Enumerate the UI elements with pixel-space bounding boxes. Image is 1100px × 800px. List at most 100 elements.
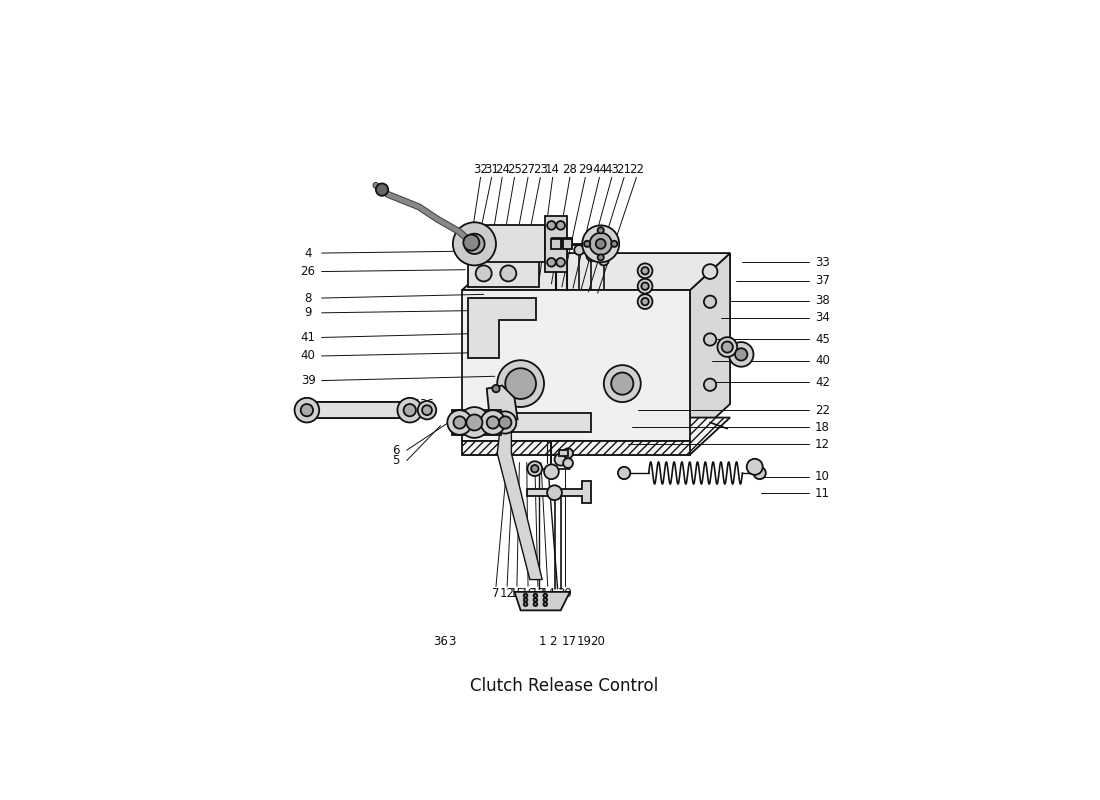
Text: 36: 36 <box>419 398 435 410</box>
Circle shape <box>563 458 573 468</box>
Circle shape <box>612 373 634 394</box>
Circle shape <box>459 407 490 438</box>
Bar <box>551 239 561 249</box>
Text: 18: 18 <box>815 421 829 434</box>
Text: 41: 41 <box>300 331 316 344</box>
Circle shape <box>754 467 766 479</box>
Text: 44: 44 <box>592 163 607 177</box>
Circle shape <box>481 410 505 435</box>
Circle shape <box>557 221 565 230</box>
Text: 28: 28 <box>562 163 578 177</box>
Circle shape <box>531 465 539 472</box>
Text: 8: 8 <box>305 291 311 305</box>
Text: 14: 14 <box>540 587 556 600</box>
Text: 31: 31 <box>484 163 499 177</box>
Circle shape <box>376 183 388 196</box>
Polygon shape <box>462 418 730 454</box>
Bar <box>563 238 572 247</box>
Circle shape <box>543 602 547 606</box>
Circle shape <box>554 454 566 466</box>
Polygon shape <box>527 481 592 502</box>
Bar <box>474 226 546 262</box>
Bar <box>562 239 572 249</box>
Circle shape <box>641 267 649 274</box>
Text: 22: 22 <box>815 404 830 417</box>
Text: Clutch Release Control: Clutch Release Control <box>470 677 658 695</box>
Bar <box>462 414 592 432</box>
Circle shape <box>397 398 422 422</box>
Circle shape <box>497 360 544 407</box>
Circle shape <box>703 264 717 279</box>
Circle shape <box>596 239 606 249</box>
Circle shape <box>717 337 737 357</box>
Circle shape <box>574 245 584 255</box>
Text: 13: 13 <box>530 587 546 600</box>
Text: 23: 23 <box>532 163 548 177</box>
Bar <box>559 450 568 456</box>
Circle shape <box>463 234 480 250</box>
Circle shape <box>590 233 612 255</box>
Text: 5: 5 <box>393 454 400 467</box>
Text: 34: 34 <box>815 311 829 324</box>
Circle shape <box>722 342 733 353</box>
Circle shape <box>448 410 472 435</box>
Text: 45: 45 <box>815 333 829 346</box>
Circle shape <box>704 334 716 346</box>
Text: 43: 43 <box>604 163 619 177</box>
Text: 14: 14 <box>546 163 560 177</box>
Bar <box>462 441 690 454</box>
Text: 10: 10 <box>815 470 829 483</box>
Circle shape <box>543 594 547 598</box>
Circle shape <box>466 414 483 430</box>
Circle shape <box>547 258 556 266</box>
Polygon shape <box>515 592 570 610</box>
Circle shape <box>500 266 516 282</box>
Polygon shape <box>546 216 566 271</box>
Circle shape <box>704 378 716 391</box>
Text: 29: 29 <box>578 163 593 177</box>
Text: 25: 25 <box>507 163 521 177</box>
Circle shape <box>524 598 527 602</box>
Text: 17: 17 <box>561 634 576 648</box>
Circle shape <box>597 227 604 234</box>
Circle shape <box>418 401 437 419</box>
Bar <box>304 402 409 418</box>
Text: 4: 4 <box>305 246 312 259</box>
Circle shape <box>404 404 416 416</box>
Circle shape <box>543 598 547 602</box>
Text: 6: 6 <box>393 444 400 457</box>
Text: 42: 42 <box>815 376 830 389</box>
Circle shape <box>597 254 604 261</box>
Polygon shape <box>690 253 730 441</box>
Text: 40: 40 <box>815 354 829 367</box>
Circle shape <box>475 266 492 282</box>
Circle shape <box>493 385 499 392</box>
Text: 7: 7 <box>492 587 499 600</box>
Bar <box>452 410 500 435</box>
Circle shape <box>534 598 537 602</box>
Circle shape <box>638 278 652 294</box>
Text: 12: 12 <box>815 438 830 450</box>
Circle shape <box>735 348 747 361</box>
Circle shape <box>486 416 499 429</box>
Circle shape <box>584 241 591 247</box>
Text: 36: 36 <box>433 634 448 648</box>
Bar <box>462 290 690 441</box>
Text: 26: 26 <box>300 265 316 278</box>
Text: 1: 1 <box>538 634 546 648</box>
Circle shape <box>641 298 649 306</box>
Polygon shape <box>462 253 730 290</box>
Circle shape <box>612 241 617 247</box>
Circle shape <box>704 295 716 308</box>
Text: 38: 38 <box>815 294 829 307</box>
Text: 37: 37 <box>815 274 829 287</box>
Text: 9: 9 <box>305 306 312 319</box>
Circle shape <box>505 368 536 399</box>
Circle shape <box>494 411 516 434</box>
Circle shape <box>547 486 562 500</box>
Circle shape <box>534 594 537 598</box>
Text: 32: 32 <box>473 163 488 177</box>
Circle shape <box>582 226 619 262</box>
Text: 19: 19 <box>576 634 592 648</box>
Circle shape <box>453 222 496 266</box>
